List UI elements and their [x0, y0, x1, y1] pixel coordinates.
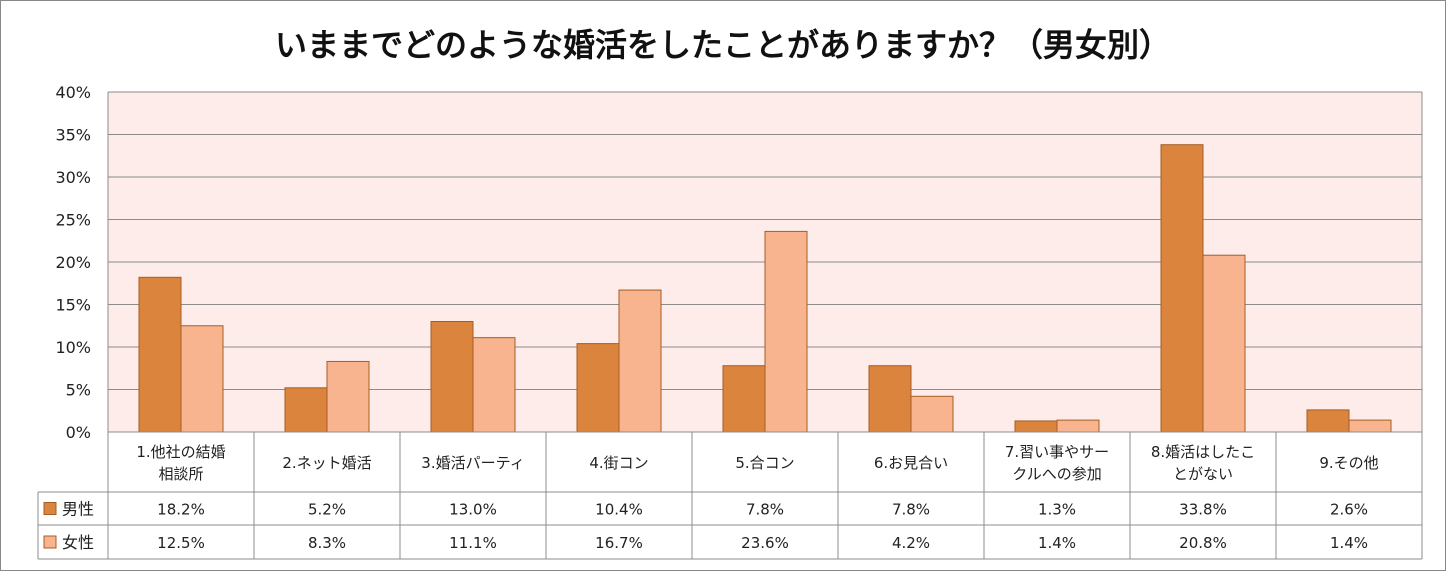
data-label: 7.8% — [746, 501, 784, 519]
bar — [1014, 420, 1058, 433]
data-label: 1.4% — [1038, 534, 1076, 552]
bar — [764, 230, 808, 433]
legend-key — [43, 535, 57, 549]
category-label: 8.婚活はしたこ — [1151, 443, 1255, 461]
bar — [576, 343, 620, 433]
category-label: 6.お見合い — [874, 454, 948, 472]
bar — [910, 395, 954, 433]
bar — [138, 276, 182, 433]
category-label: 相談所 — [158, 465, 203, 483]
data-label: 18.2% — [157, 501, 205, 519]
data-label: 12.5% — [157, 534, 205, 552]
bar — [284, 387, 328, 433]
legend-key — [43, 502, 57, 515]
category-label: クルへの参加 — [1012, 465, 1102, 483]
bar — [326, 360, 370, 433]
data-label: 10.4% — [595, 501, 643, 519]
category-label: とがない — [1173, 465, 1233, 483]
bar — [1160, 144, 1204, 433]
data-label: 1.4% — [1330, 534, 1368, 552]
data-label: 23.6% — [741, 534, 789, 552]
category-label: 5.合コン — [735, 454, 794, 472]
bar — [180, 325, 224, 433]
data-label: 33.8% — [1179, 501, 1227, 519]
y-tick-label: 20% — [55, 253, 91, 272]
data-label: 8.3% — [308, 534, 346, 552]
bar — [618, 289, 662, 433]
data-label: 4.2% — [892, 534, 930, 552]
y-tick-label: 25% — [55, 211, 91, 230]
data-label: 11.1% — [449, 534, 497, 552]
data-label: 7.8% — [892, 501, 930, 519]
legend-label: 女性 — [62, 533, 94, 552]
bar — [472, 337, 516, 433]
bar — [1056, 419, 1100, 433]
bar — [1202, 254, 1246, 433]
y-tick-label: 0% — [66, 423, 91, 442]
category-label: 9.その他 — [1319, 454, 1378, 472]
bar — [1306, 409, 1350, 433]
data-label: 16.7% — [595, 534, 643, 552]
bar — [868, 365, 912, 433]
y-tick-label: 10% — [55, 338, 91, 357]
data-label: 1.3% — [1038, 501, 1076, 519]
data-label: 5.2% — [308, 501, 346, 519]
category-label: 4.街コン — [589, 454, 648, 472]
bar — [1348, 419, 1392, 433]
category-label: 2.ネット婚活 — [282, 454, 371, 472]
y-axis-ticks: 0% 5% 10% 15% 20% 25% 30% 35% 40% — [55, 83, 91, 442]
bar — [722, 365, 766, 433]
category-label: 1.他社の結婚 — [136, 443, 225, 461]
y-tick-label: 30% — [55, 168, 91, 187]
y-tick-label: 5% — [66, 381, 91, 400]
bar — [430, 321, 474, 433]
bars — [138, 144, 1392, 433]
y-tick-label: 35% — [55, 126, 91, 145]
y-tick-label: 40% — [55, 83, 91, 102]
data-label: 2.6% — [1330, 501, 1368, 519]
chart-title: いままでどのような婚活をしたことがありますか？（男女別） — [275, 26, 1171, 64]
data-label: 13.0% — [449, 501, 497, 519]
data-label: 20.8% — [1179, 534, 1227, 552]
y-tick-label: 15% — [55, 296, 91, 315]
category-label: 3.婚活パーティ — [421, 454, 524, 472]
legend-label: 男性 — [62, 500, 94, 519]
category-label: 7.習い事やサー — [1005, 443, 1109, 461]
